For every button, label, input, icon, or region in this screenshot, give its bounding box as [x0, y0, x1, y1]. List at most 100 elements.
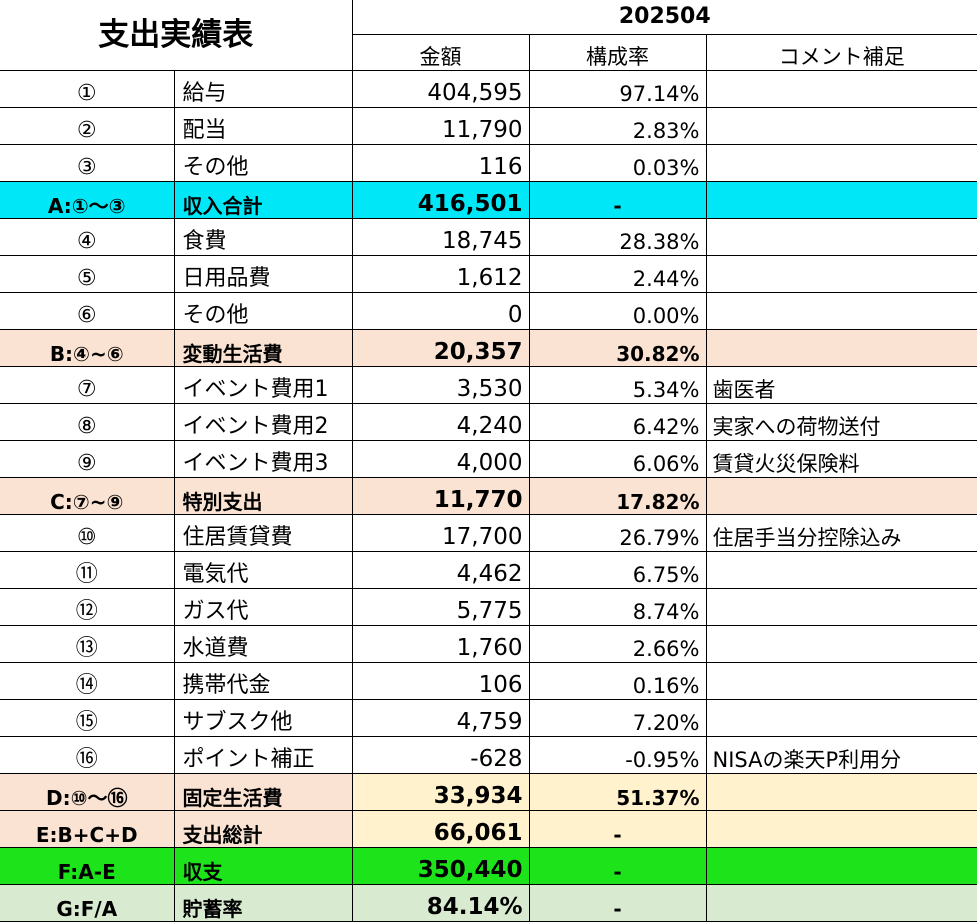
row-number: ⑮	[0, 699, 175, 737]
row-label: 食費	[173, 218, 353, 256]
row-label: ポイント補正	[173, 736, 353, 774]
row-ratio: 30.82%	[528, 329, 707, 367]
summary-row: G:F/A 貯蓄率 84.14% -	[0, 884, 977, 922]
row-amount: 4,759	[351, 699, 530, 737]
summary-row: D:⑩～⑯ 固定生活費 33,934 51.37%	[0, 773, 977, 811]
summary-row: B:④~⑥ 変動生活費 20,357 30.82%	[0, 329, 977, 367]
row-ratio: 6.42%	[528, 403, 707, 441]
row-ratio: 6.75%	[528, 551, 707, 589]
row-label: 支出総計	[173, 810, 353, 848]
row-label: 配当	[173, 107, 353, 145]
row-number: ④	[0, 218, 175, 256]
table-row: ② 配当 11,790 2.83%	[0, 107, 977, 145]
row-number: ⑨	[0, 440, 175, 478]
row-comment	[705, 662, 977, 700]
row-amount: 33,934	[351, 773, 530, 811]
row-comment: 賃貸火災保険料	[705, 440, 977, 478]
table-row: ⑧ イベント費用2 4,240 6.42% 実家への荷物送付	[0, 403, 977, 441]
row-ratio: 28.38%	[528, 218, 707, 256]
row-label: イベント費用1	[173, 366, 353, 404]
row-label: ガス代	[173, 588, 353, 626]
row-comment	[705, 699, 977, 737]
row-ratio: 26.79%	[528, 514, 707, 552]
row-amount: 84.14%	[351, 884, 530, 922]
row-label: 水道費	[173, 625, 353, 663]
row-ratio: 17.82%	[528, 477, 707, 515]
row-comment	[705, 477, 977, 515]
row-amount: 106	[351, 662, 530, 700]
ratio-header: 構成率	[528, 34, 707, 71]
row-number: ⑤	[0, 255, 175, 293]
row-ratio: 8.74%	[528, 588, 707, 626]
row-amount: 1,760	[351, 625, 530, 663]
row-amount: 0	[351, 292, 530, 330]
row-label: イベント費用3	[173, 440, 353, 478]
row-number: ⑯	[0, 736, 175, 774]
row-comment	[705, 144, 977, 182]
row-comment	[705, 218, 977, 256]
row-label: 変動生活費	[173, 329, 353, 367]
summary-row: E:B+C+D 支出総計 66,061-	[0, 810, 977, 848]
row-ratio: 2.66%	[528, 625, 707, 663]
row-label: 電気代	[173, 551, 353, 589]
row-amount: 18,745	[351, 218, 530, 256]
row-number: ⑥	[0, 292, 175, 330]
row-amount: 4,240	[351, 403, 530, 441]
row-amount: 66,061	[351, 810, 530, 848]
row-amount: 416,501	[351, 181, 530, 219]
row-label: その他	[173, 292, 353, 330]
row-ratio: 2.44%	[528, 255, 707, 293]
row-label: 住居賃貸費	[173, 514, 353, 552]
row-comment: 住居手当分控除込み	[705, 514, 977, 552]
row-number: ①	[0, 70, 175, 108]
row-ratio: 5.34%	[528, 366, 707, 404]
table-row: ⑥ その他 0 0.00%	[0, 292, 977, 330]
row-number: A:①～③	[0, 181, 175, 219]
comment-header: コメント補足	[705, 34, 977, 71]
row-ratio: -	[528, 884, 707, 922]
row-amount: 3,530	[351, 366, 530, 404]
table-row: ⑩ 住居賃貸費 17,700 26.79% 住居手当分控除込み	[0, 514, 977, 552]
row-amount: 20,357	[351, 329, 530, 367]
table-row: ⑦ イベント費用1 3,530 5.34% 歯医者	[0, 366, 977, 404]
row-ratio: 0.00%	[528, 292, 707, 330]
row-number: C:⑦~⑨	[0, 477, 175, 515]
table-row: ① 給与 404,595 97.14%	[0, 70, 977, 108]
row-ratio: 0.03%	[528, 144, 707, 182]
table-row: ⑯ ポイント補正 -628 -0.95% NISAの楽天P利用分	[0, 736, 977, 774]
row-amount: 116	[351, 144, 530, 182]
table-row: ⑬ 水道費 1,760 2.66%	[0, 625, 977, 663]
row-amount: 4,000	[351, 440, 530, 478]
row-label: 特別支出	[173, 477, 353, 515]
table-row: ⑫ ガス代 5,775 8.74%	[0, 588, 977, 626]
row-number: ⑩	[0, 514, 175, 552]
row-number: ⑬	[0, 625, 175, 663]
row-number: ⑧	[0, 403, 175, 441]
row-ratio: 51.37%	[528, 773, 707, 811]
row-label: 固定生活費	[173, 773, 353, 811]
row-ratio: 7.20%	[528, 699, 707, 737]
row-number: E:B+C+D	[0, 810, 175, 848]
row-label: 日用品費	[173, 255, 353, 293]
row-comment	[705, 181, 977, 219]
row-number: D:⑩～⑯	[0, 773, 175, 811]
row-label: 貯蓄率	[173, 884, 353, 922]
row-number: ②	[0, 107, 175, 145]
row-comment	[705, 588, 977, 626]
row-comment	[705, 847, 977, 885]
row-ratio: 97.14%	[528, 70, 707, 108]
row-amount: 5,775	[351, 588, 530, 626]
row-ratio: 2.83%	[528, 107, 707, 145]
row-label: 給与	[173, 70, 353, 108]
row-ratio: 0.16%	[528, 662, 707, 700]
row-number: ⑭	[0, 662, 175, 700]
summary-row: A:①～③ 収入合計 416,501-	[0, 181, 977, 219]
table-row: ④ 食費 18,745 28.38%	[0, 218, 977, 256]
row-comment: NISAの楽天P利用分	[705, 736, 977, 774]
table-row: ⑭ 携帯代金 106 0.16%	[0, 662, 977, 700]
row-comment	[705, 70, 977, 108]
summary-row: F:A-E 収支 350,440-	[0, 847, 977, 885]
row-comment	[705, 884, 977, 922]
row-label: イベント費用2	[173, 403, 353, 441]
